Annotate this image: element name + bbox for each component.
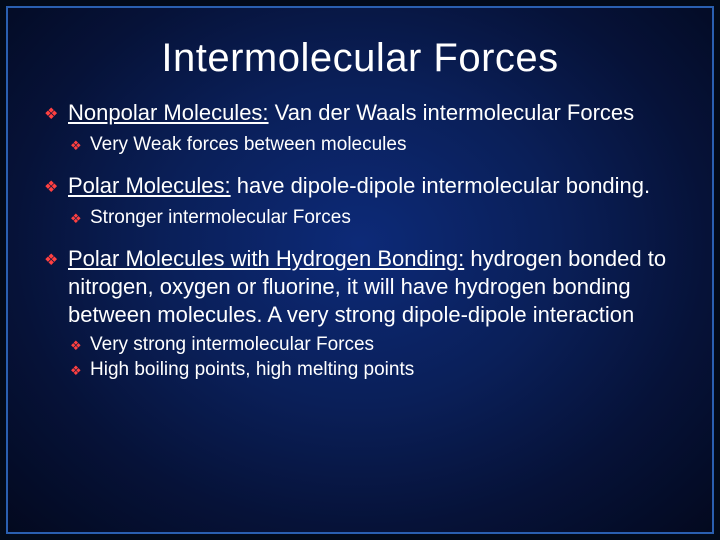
diamond-bullet-icon: ❖ xyxy=(44,99,68,129)
sublist-item: ❖ Very Weak forces between molecules xyxy=(70,133,676,158)
slide-title: Intermolecular Forces xyxy=(8,8,712,89)
diamond-bullet-icon: ❖ xyxy=(44,172,68,202)
sublist-item-text: Very Weak forces between molecules xyxy=(90,133,676,158)
list-item: ❖ Polar Molecules with Hydrogen Bonding:… xyxy=(44,245,676,329)
diamond-bullet-icon: ❖ xyxy=(70,358,90,383)
list-item-rest: Van der Waals intermolecular Forces xyxy=(269,100,635,125)
diamond-bullet-icon: ❖ xyxy=(70,206,90,231)
diamond-bullet-icon: ❖ xyxy=(70,133,90,158)
sublist-item-text: High boiling points, high melting points xyxy=(90,358,676,383)
list-item-lead: Polar Molecules: xyxy=(68,173,231,198)
slide-content: ❖ Nonpolar Molecules: Van der Waals inte… xyxy=(8,89,712,383)
list-item-text: Polar Molecules with Hydrogen Bonding: h… xyxy=(68,245,676,329)
list-item-lead: Nonpolar Molecules: xyxy=(68,100,269,125)
list-item-lead: Polar Molecules with Hydrogen Bonding: xyxy=(68,246,464,271)
sublist: ❖ Very strong intermolecular Forces ❖ Hi… xyxy=(44,333,676,383)
list-item: ❖ Polar Molecules: have dipole-dipole in… xyxy=(44,172,676,202)
sublist: ❖ Stronger intermolecular Forces xyxy=(44,206,676,231)
sublist-item: ❖ High boiling points, high melting poin… xyxy=(70,358,676,383)
sublist-item-text: Stronger intermolecular Forces xyxy=(90,206,676,231)
sublist-item: ❖ Very strong intermolecular Forces xyxy=(70,333,676,358)
sublist-item-text: Very strong intermolecular Forces xyxy=(90,333,676,358)
list-item-text: Polar Molecules: have dipole-dipole inte… xyxy=(68,172,676,202)
diamond-bullet-icon: ❖ xyxy=(70,333,90,358)
sublist-item: ❖ Stronger intermolecular Forces xyxy=(70,206,676,231)
list-item: ❖ Nonpolar Molecules: Van der Waals inte… xyxy=(44,99,676,129)
list-item-rest: have dipole-dipole intermolecular bondin… xyxy=(231,173,651,198)
list-item-text: Nonpolar Molecules: Van der Waals interm… xyxy=(68,99,676,129)
diamond-bullet-icon: ❖ xyxy=(44,245,68,329)
slide-border: Intermolecular Forces ❖ Nonpolar Molecul… xyxy=(6,6,714,534)
slide-outer: Intermolecular Forces ❖ Nonpolar Molecul… xyxy=(0,0,720,540)
sublist: ❖ Very Weak forces between molecules xyxy=(44,133,676,158)
